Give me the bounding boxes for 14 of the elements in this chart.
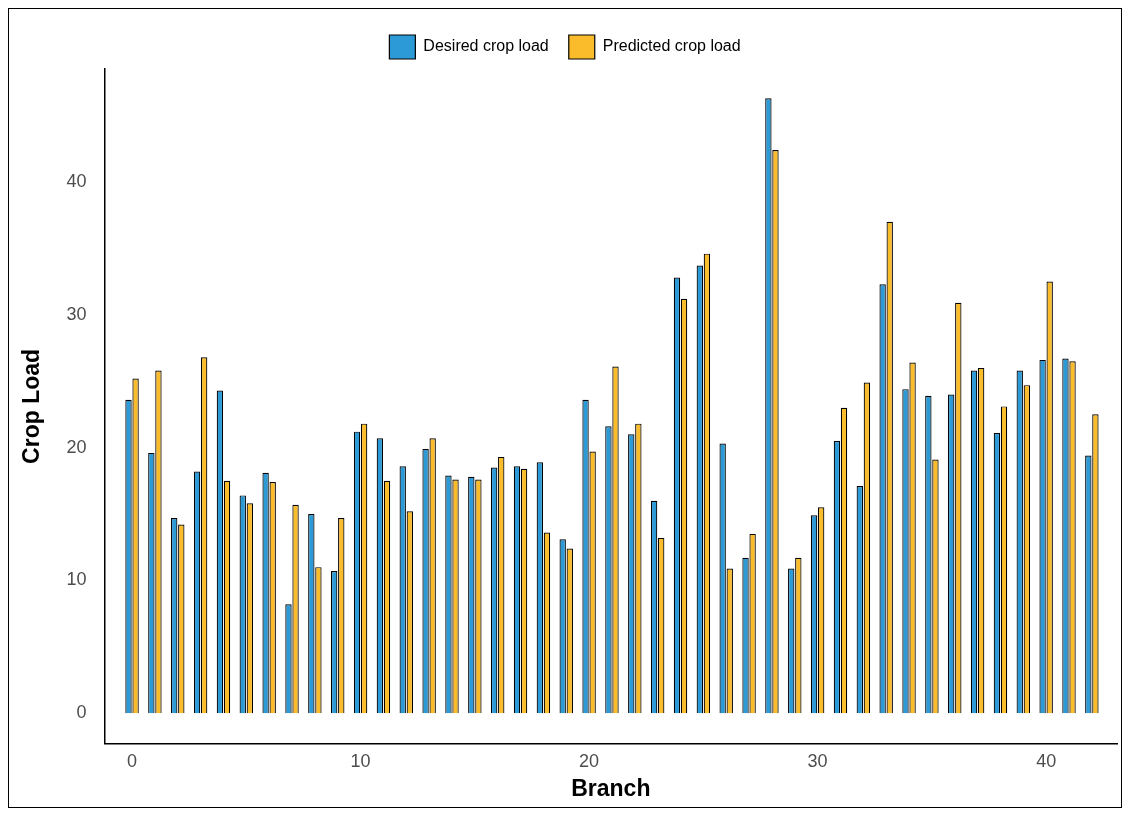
x-tick-label: 20 bbox=[579, 750, 600, 771]
legend-label: Desired crop load bbox=[423, 37, 549, 55]
x-tick-label: 40 bbox=[1036, 750, 1057, 771]
x-tick-label: 0 bbox=[127, 750, 138, 771]
y-tick-label: 0 bbox=[76, 702, 87, 723]
x-tick-label: 10 bbox=[350, 750, 371, 771]
y-axis-title: Crop Load bbox=[18, 348, 45, 464]
y-tick-label: 40 bbox=[66, 170, 87, 191]
y-tick-label: 30 bbox=[66, 303, 87, 324]
x-tick-label: 30 bbox=[807, 750, 828, 771]
legend-label: Predicted crop load bbox=[602, 37, 741, 55]
x-axis-title: Branch bbox=[571, 774, 651, 801]
y-tick-label: 10 bbox=[66, 569, 87, 590]
y-tick-label: 20 bbox=[66, 436, 87, 457]
